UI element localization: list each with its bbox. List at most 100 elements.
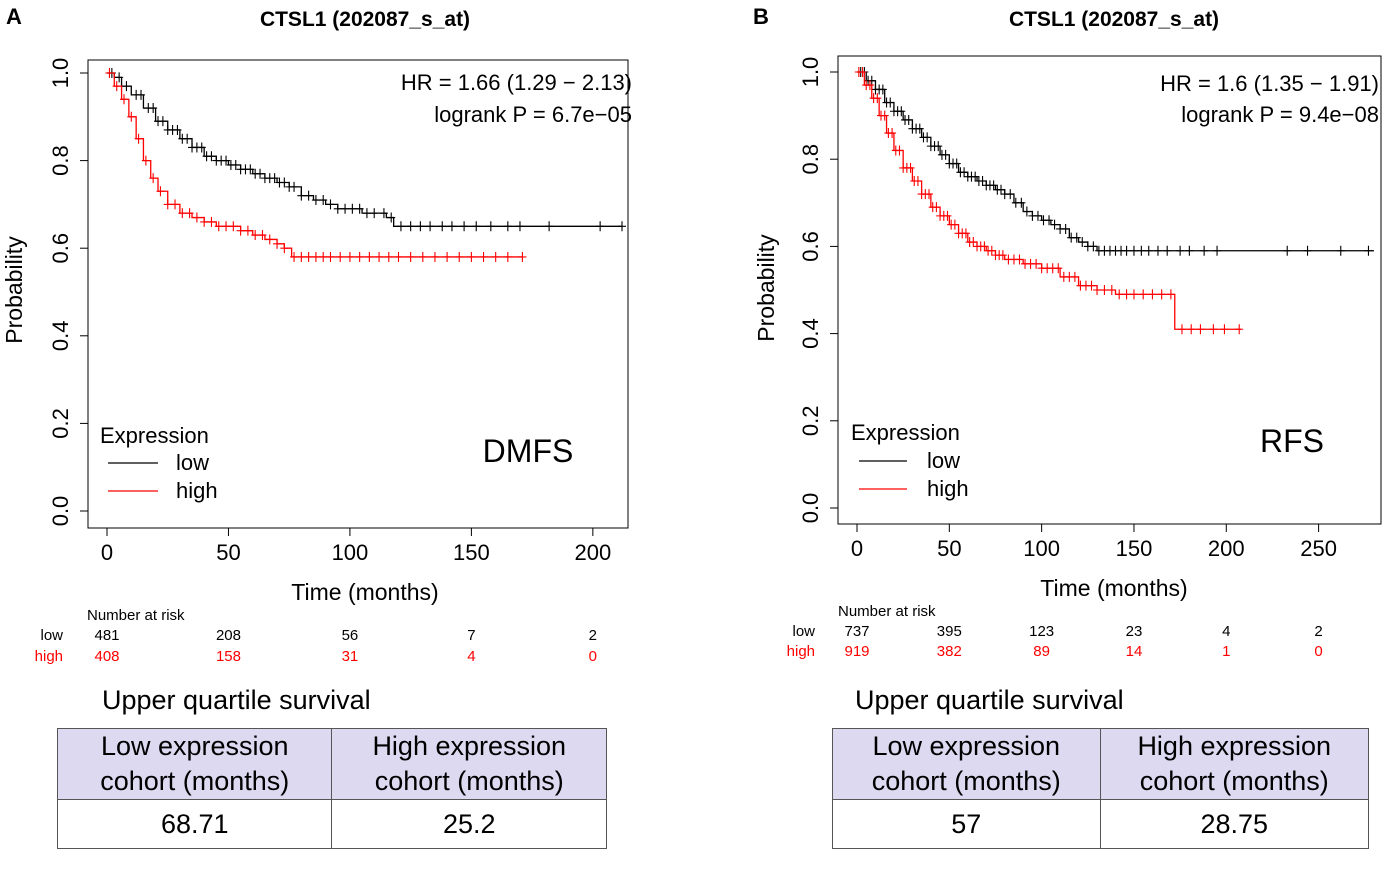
censor-mark-low: [1144, 245, 1153, 256]
censor-mark-high: [888, 128, 897, 139]
censor-mark-low: [447, 221, 456, 232]
censor-mark-low: [1122, 245, 1131, 256]
censor-mark-low: [297, 190, 306, 201]
censor-mark-high: [950, 219, 959, 230]
legend-label-high: high: [927, 476, 969, 501]
censor-mark-high: [192, 212, 201, 223]
censor-mark-low: [1022, 206, 1031, 217]
header-line: cohort (months): [100, 766, 290, 796]
x-tick-label: 150: [453, 540, 490, 565]
censor-mark-low: [1176, 245, 1185, 256]
risk-value: 382: [937, 643, 962, 660]
censor-mark-high: [1196, 324, 1205, 335]
censor-mark-high: [1157, 289, 1166, 300]
panel-letter: A: [6, 4, 22, 29]
censor-mark-low: [472, 221, 481, 232]
censor-mark-high: [120, 94, 129, 105]
risk-value: 89: [1033, 643, 1050, 660]
censor-mark-high: [865, 80, 874, 91]
y-tick-label: 0.2: [48, 408, 73, 439]
x-tick-label: 0: [851, 536, 863, 561]
header-line: cohort (months): [1139, 766, 1329, 796]
y-tick-label: 0.0: [48, 496, 73, 527]
censor-mark-high: [326, 251, 335, 262]
censor-mark-low: [934, 141, 943, 152]
censor-mark-high: [243, 225, 252, 236]
x-tick-label: 100: [332, 540, 369, 565]
censor-mark-low: [545, 221, 554, 232]
x-axis-label: Time (months): [291, 579, 438, 605]
y-tick-label: 0.2: [798, 406, 823, 437]
header-line: cohort (months): [374, 766, 564, 796]
header-line: cohort (months): [871, 766, 1061, 796]
censor-mark-low: [122, 81, 131, 92]
censor-mark-low: [370, 208, 379, 219]
censor-mark-high: [185, 208, 194, 219]
quartile-table: Low expression cohort (months) High expr…: [832, 728, 1369, 849]
censor-mark-high: [345, 251, 354, 262]
censor-mark-low: [878, 84, 887, 95]
survival-curve-low: [857, 71, 1374, 252]
risk-row-label: high: [35, 648, 63, 665]
censor-mark-low: [333, 203, 342, 214]
censor-mark-high: [969, 237, 978, 248]
risk-value: 4: [1222, 623, 1230, 640]
quartile-table: Low expression cohort (months) High expr…: [56, 728, 607, 849]
hr-annotation: HR = 1.66 (1.29 − 2.13): [401, 70, 632, 95]
censor-mark-high: [932, 202, 941, 213]
censor-mark-high: [987, 245, 996, 256]
censor-mark-high: [304, 251, 313, 262]
censor-mark-low: [989, 180, 998, 191]
x-tick-label: 250: [1300, 536, 1337, 561]
censor-mark-high: [1122, 289, 1131, 300]
legend-title: Expression: [851, 420, 960, 445]
y-tick-label: 0.6: [798, 231, 823, 262]
risk-value: 2: [589, 627, 597, 644]
censor-mark-high: [518, 251, 527, 262]
censor-mark-high: [112, 81, 121, 92]
km-plot-rfs: CTSL1 (202087_s_at) 0 50 100 150 200 250 0.0 0.2…: [753, 8, 1382, 660]
censor-mark-low: [311, 195, 320, 206]
value-high-expression: 25.2: [331, 799, 607, 849]
censor-mark-high: [394, 251, 403, 262]
header-high-expression: High expression cohort (months): [1099, 728, 1369, 800]
censor-mark-high: [1187, 324, 1196, 335]
censor-mark-high: [1093, 285, 1102, 295]
y-tick-label: 0.8: [798, 144, 823, 175]
censor-mark-high: [961, 228, 970, 239]
censor-mark-low: [438, 221, 447, 232]
risk-value: 4: [467, 648, 475, 665]
endpoint-label: DMFS: [483, 433, 574, 469]
censor-mark-high: [311, 251, 320, 262]
censor-mark-low: [971, 171, 980, 182]
risk-value: 2: [1314, 623, 1322, 640]
censor-mark-low: [952, 158, 961, 169]
censor-mark-high: [430, 251, 439, 262]
x-tick-label: 200: [574, 540, 611, 565]
censor-mark-low: [923, 132, 932, 143]
censor-mark-low: [1153, 245, 1162, 256]
header-line: Low expression: [100, 731, 289, 761]
survival-curve-low: [107, 72, 622, 227]
censor-mark-low: [149, 103, 158, 114]
censor-mark-low: [115, 72, 124, 83]
censor-mark-low: [941, 149, 950, 160]
censor-mark-low: [1364, 245, 1373, 256]
value-low-expression: 57: [832, 799, 1101, 849]
censor-mark-low: [406, 221, 415, 232]
risk-table-title: Number at risk: [87, 607, 185, 624]
censor-mark-low: [915, 123, 924, 134]
censor-mark-low: [867, 75, 876, 86]
censor-mark-high: [265, 234, 274, 245]
censor-mark-high: [178, 208, 187, 219]
censor-mark-low: [1336, 245, 1345, 256]
censor-mark-high: [134, 133, 143, 144]
censor-mark-high: [980, 241, 989, 252]
censor-mark-high: [336, 251, 345, 262]
y-tick-label: 0.6: [48, 233, 73, 264]
quartile-title: Upper quartile survival: [855, 685, 1124, 715]
censor-mark-high: [418, 251, 427, 262]
censor-mark-low: [1050, 219, 1059, 230]
x-tick-label: 150: [1116, 536, 1153, 561]
censor-mark-low: [897, 106, 906, 117]
